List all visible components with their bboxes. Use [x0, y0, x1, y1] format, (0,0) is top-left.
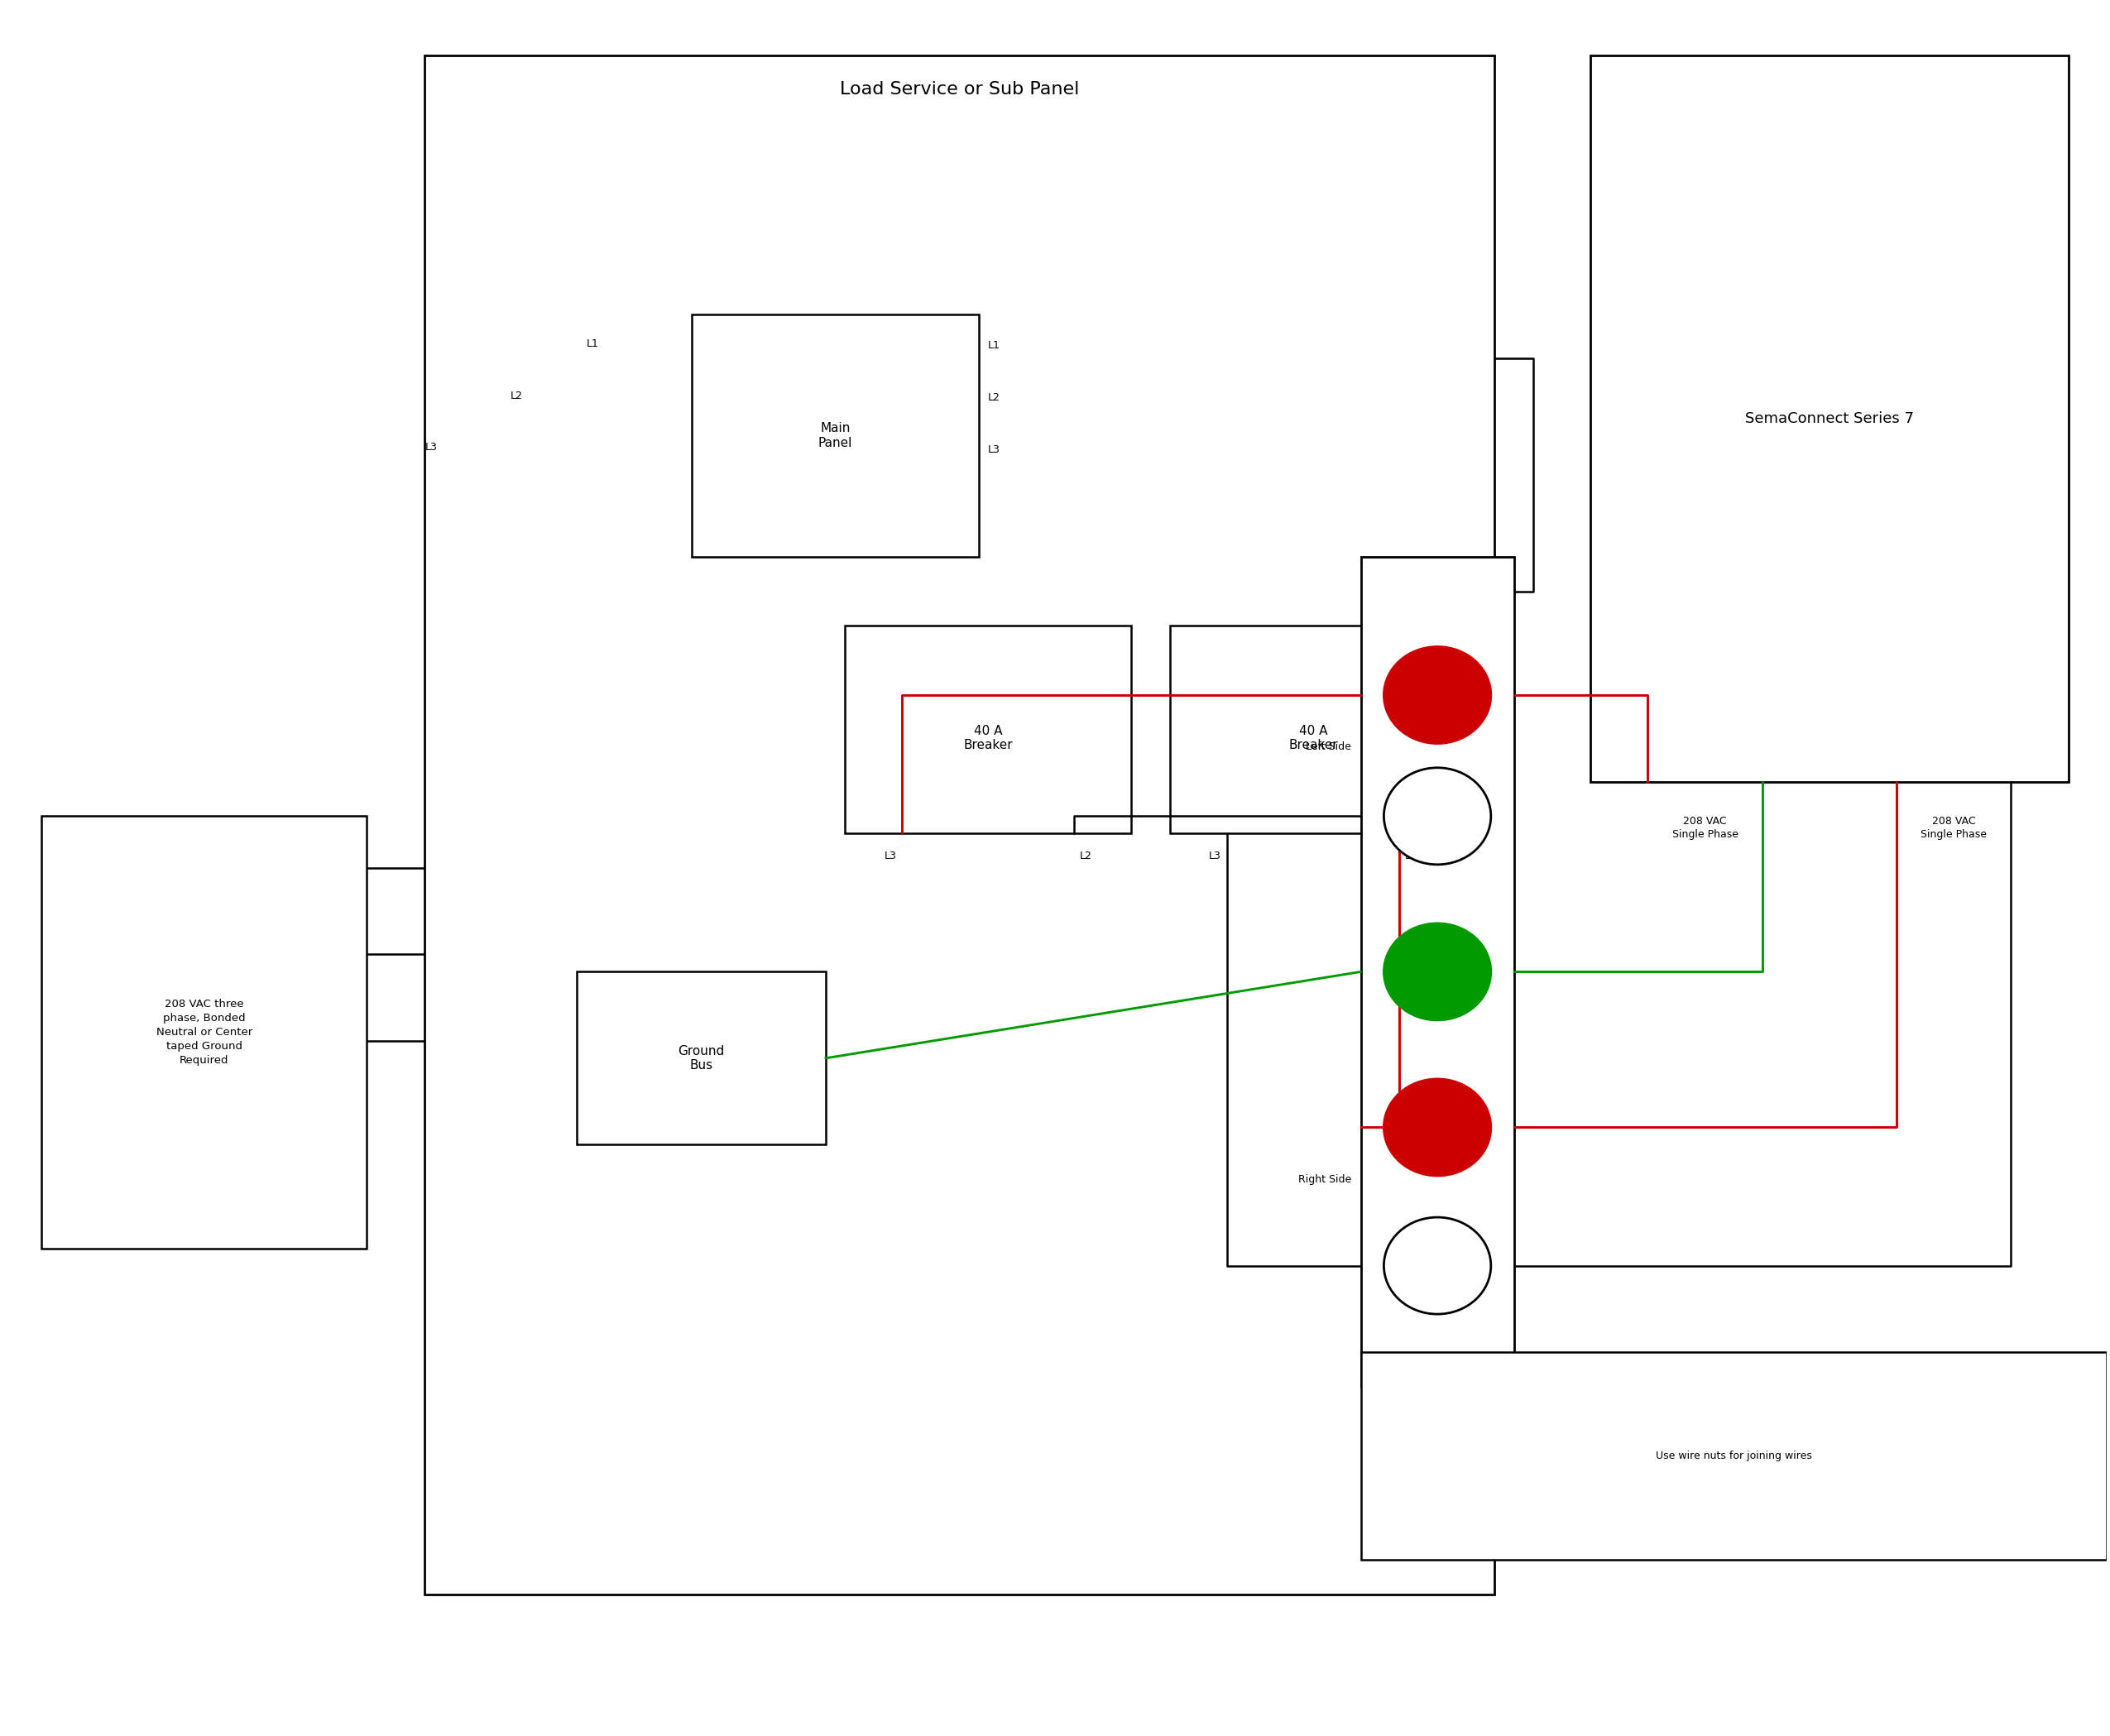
Text: Ground
Bus: Ground Bus — [677, 1045, 724, 1071]
Text: L2: L2 — [511, 391, 523, 401]
Text: 208 VAC
Single Phase: 208 VAC Single Phase — [1671, 816, 1739, 840]
Text: SemaConnect Series 7: SemaConnect Series 7 — [1745, 411, 1914, 425]
Text: L2: L2 — [1080, 851, 1093, 861]
Bar — [1591, 56, 2068, 781]
Text: L1: L1 — [587, 339, 599, 349]
Text: Right Side: Right Side — [1298, 1174, 1350, 1184]
Text: L3: L3 — [987, 444, 1000, 455]
Circle shape — [1384, 648, 1492, 743]
Bar — [692, 314, 979, 557]
Bar — [424, 56, 1494, 1594]
Text: 40 A
Breaker: 40 A Breaker — [1289, 726, 1338, 752]
Bar — [1361, 557, 1513, 1387]
Circle shape — [1384, 767, 1492, 865]
Text: L3: L3 — [424, 443, 437, 453]
Text: Use wire nuts for joining wires: Use wire nuts for joining wires — [1551, 1439, 1707, 1450]
Text: L1: L1 — [987, 340, 1000, 351]
Text: L3: L3 — [1209, 851, 1222, 861]
Bar — [1169, 627, 1456, 833]
Circle shape — [1384, 924, 1492, 1021]
Text: 208 VAC
Single Phase: 208 VAC Single Phase — [1920, 816, 1988, 840]
Circle shape — [1384, 1217, 1492, 1314]
Text: L1: L1 — [1405, 851, 1418, 861]
Text: L3: L3 — [884, 851, 897, 861]
Text: Main
Panel: Main Panel — [819, 422, 852, 450]
Bar — [576, 972, 825, 1144]
Bar — [42, 816, 367, 1248]
Text: 40 A
Breaker: 40 A Breaker — [964, 726, 1013, 752]
Text: Left Side: Left Side — [1306, 741, 1350, 752]
Circle shape — [1384, 1080, 1492, 1175]
Text: L2: L2 — [987, 392, 1000, 403]
Text: 208 VAC three
phase, Bonded
Neutral or Center
taped Ground
Required: 208 VAC three phase, Bonded Neutral or C… — [156, 998, 253, 1066]
Text: Load Service or Sub Panel: Load Service or Sub Panel — [840, 82, 1078, 97]
Bar — [844, 627, 1131, 833]
Text: Use wire nuts for joining wires: Use wire nuts for joining wires — [1656, 1451, 1812, 1462]
Bar — [1361, 1352, 2106, 1559]
